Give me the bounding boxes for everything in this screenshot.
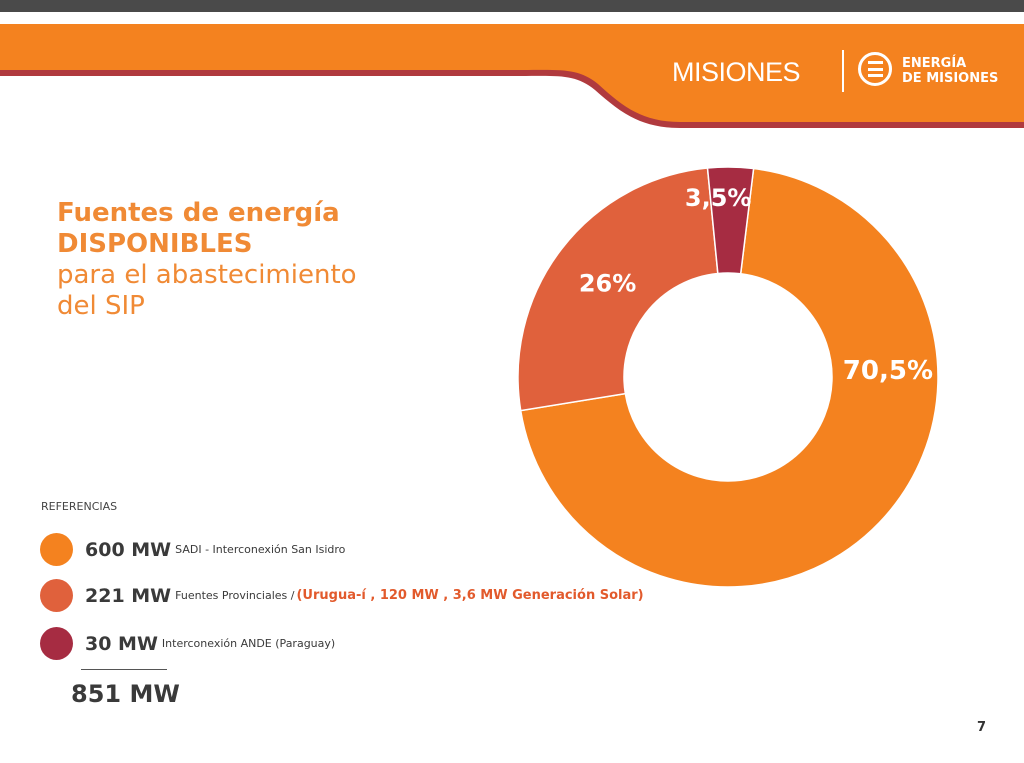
reference-mw: 30 MW <box>85 632 158 655</box>
logo-energia-line2: DE MISIONES <box>902 71 999 86</box>
misiones-logo: MISIONES <box>672 57 801 87</box>
reference-mw: 221 MW <box>85 584 172 607</box>
legend-dot-maroon <box>40 627 73 660</box>
total-divider <box>81 669 167 670</box>
reference-desc: Fuentes Provinciales / <box>175 589 295 602</box>
top-dark-bar <box>0 0 1024 12</box>
legend-dot-coral <box>40 579 73 612</box>
reference-desc: Interconexión ANDE (Paraguay) <box>161 637 336 650</box>
reference-item-provinciales: 221 MW Fuentes Provinciales / (Urugua-í … <box>40 579 644 612</box>
title-line4: del SIP <box>57 291 145 321</box>
donut-chart: 70,5% 26% 3,5% <box>517 166 939 588</box>
slice-label-sadi: 70,5% <box>843 356 933 386</box>
total-mw: 851 MW <box>71 680 180 708</box>
reference-item-ande: 30 MW Interconexión ANDE (Paraguay) <box>40 627 337 660</box>
reference-desc: SADI - Interconexión San Isidro <box>175 543 346 556</box>
slice-label-ande: 3,5% <box>685 184 752 212</box>
title-line3: para el abastecimiento <box>57 260 357 290</box>
energia-de-misiones-logo: ENERGÍA DE MISIONES <box>902 56 998 86</box>
slide-title: Fuentes de energía DISPONIBLES para el a… <box>57 198 357 322</box>
reference-item-sadi: 600 MW SADI - Interconexión San Isidro <box>40 533 347 566</box>
slice-label-provinciales: 26% <box>579 269 636 297</box>
logo-divider <box>842 50 844 92</box>
title-line1: Fuentes de energía <box>57 198 340 228</box>
energia-logo-icon <box>858 52 892 86</box>
header-fill <box>0 24 1024 122</box>
reference-mw: 600 MW <box>85 538 172 561</box>
page-number: 7 <box>977 720 987 735</box>
title-line2: DISPONIBLES <box>57 229 253 259</box>
logo-energia-line1: ENERGÍA <box>902 56 967 71</box>
reference-extra: (Urugua-í , 120 MW , 3,6 MW Generación S… <box>296 588 644 603</box>
references-heading: REFERENCIAS <box>41 500 118 513</box>
slice-ande <box>706 166 755 275</box>
header-banner <box>0 24 1024 128</box>
slice-sadi <box>519 167 939 588</box>
slice-provinciales <box>517 167 719 412</box>
legend-dot-orange <box>40 533 73 566</box>
